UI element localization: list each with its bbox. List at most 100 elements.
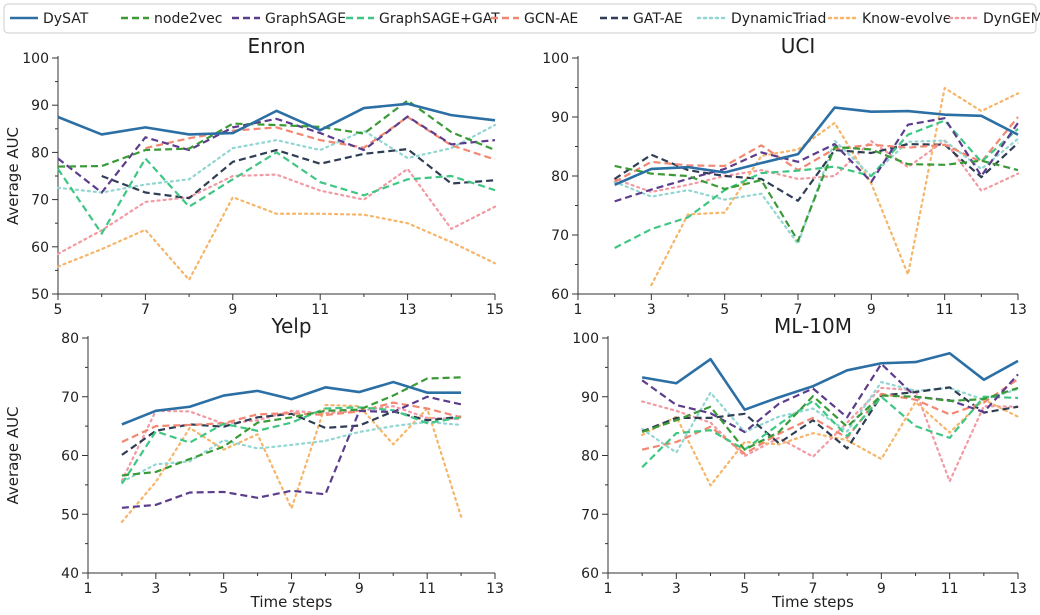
series-line-graphsage — [121, 395, 462, 509]
series-line-dyngem — [120, 405, 463, 482]
x-tick-label: 3 — [151, 581, 160, 597]
series-line-graphsage-gat — [120, 406, 462, 485]
y-tick-label: 50 — [31, 287, 49, 303]
legend-item-dyngem: DynGEM — [948, 11, 1040, 27]
series-line-know-evolve — [641, 398, 1020, 487]
legend-item-know-evolve: Know-evolve — [827, 11, 951, 27]
y-tick-label: 90 — [551, 110, 569, 126]
series-line-graphsage — [641, 362, 1019, 434]
legend-label: GAT-AE — [633, 11, 683, 27]
x-tick-label: 11 — [941, 581, 959, 597]
series-line-node2vec — [641, 386, 1019, 451]
y-tick-label: 80 — [61, 331, 79, 347]
legend-label: GraphSAGE — [265, 11, 346, 27]
x-tick-label: 5 — [740, 581, 749, 597]
x-axis-title: Time steps — [250, 593, 333, 611]
legend-item-dynamictriad: DynamicTriad — [696, 11, 826, 27]
legend-label: DySAT — [43, 11, 89, 27]
y-tick-label: 100 — [542, 51, 569, 67]
series-line-gat-ae — [641, 386, 1019, 450]
series-line-graphsage — [614, 117, 1019, 203]
series-line-know-evolve — [56, 196, 497, 281]
y-axis-title: Average AUC — [4, 127, 22, 225]
y-tick-label: 70 — [581, 507, 599, 523]
panel-title: ML-10M — [774, 314, 852, 338]
series-line-dyngem — [613, 139, 1020, 194]
x-tick-label: 13 — [486, 581, 504, 597]
x-tick-label: 1 — [604, 581, 613, 597]
series-line-dyngem — [641, 386, 1020, 483]
x-tick-label: 11 — [418, 581, 436, 597]
series-line-graphsage-gat — [57, 151, 496, 235]
y-tick-label: 70 — [61, 390, 79, 406]
series-line-node2vec — [57, 99, 496, 168]
legend-label: DynGEM — [983, 11, 1040, 27]
series-line-know-evolve — [120, 403, 463, 523]
legend-label: GraphSAGE+GAT — [379, 11, 500, 27]
y-tick-label: 50 — [61, 507, 79, 523]
x-tick-label: 5 — [720, 302, 729, 318]
series-line-dynamictriad — [613, 137, 1020, 245]
x-tick-label: 1 — [574, 302, 583, 318]
x-tick-label: 9 — [355, 581, 364, 597]
series-line-graphsage — [57, 115, 496, 194]
x-tick-label: 3 — [672, 581, 681, 597]
legend-item-graphsage: GraphSAGE — [232, 11, 346, 27]
series-line-node2vec — [614, 145, 1019, 242]
series-line-gcn-ae — [614, 116, 1019, 183]
y-tick-label: 60 — [581, 566, 599, 582]
x-axis-title: Time steps — [771, 593, 854, 611]
legend-item-gat-ae: GAT-AE — [600, 11, 683, 27]
x-tick-label: 13 — [399, 302, 417, 318]
legend-item-node2vec: node2vec — [121, 11, 222, 27]
series-line-gcn-ae — [145, 115, 496, 161]
legend-item-gcn-ae: GCN-AE — [491, 11, 578, 27]
panel-title: Yelp — [270, 314, 311, 338]
y-tick-label: 60 — [61, 449, 79, 465]
x-tick-label: 7 — [287, 581, 296, 597]
legend-label: Know-evolve — [862, 11, 951, 27]
legend-label: node2vec — [154, 11, 222, 27]
legend-label: DynamicTriad — [731, 11, 826, 27]
legend-label: GCN-AE — [524, 11, 578, 27]
x-tick-label: 1 — [84, 581, 93, 597]
x-tick-label: 13 — [1009, 581, 1027, 597]
x-tick-label: 11 — [936, 302, 954, 318]
panel-enron: 5 7 9 11 13 15 50 60 70 80 90 100 Enron Average AUC — [4, 34, 504, 318]
series-line-dysat — [641, 351, 1019, 411]
y-tick-label: 80 — [551, 169, 569, 185]
series-line-know-evolve — [650, 86, 1020, 287]
y-tick-label: 60 — [31, 240, 49, 256]
x-tick-label: 7 — [809, 581, 818, 597]
series-line-dysat — [57, 102, 496, 136]
x-tick-label: 9 — [228, 302, 237, 318]
y-tick-label: 90 — [31, 98, 49, 114]
series-line-dynamictriad — [641, 380, 1020, 454]
series-line-graphsage-gat — [641, 395, 1019, 469]
panel-title: Enron — [247, 34, 305, 58]
series-line-node2vec — [121, 376, 462, 477]
x-tick-label: 9 — [867, 302, 876, 318]
legend-item-dysat: DySAT — [10, 11, 89, 27]
y-tick-label: 90 — [581, 390, 599, 406]
x-tick-label: 11 — [311, 302, 329, 318]
x-tick-label: 13 — [1009, 302, 1027, 318]
series-line-gcn-ae — [121, 401, 462, 443]
x-tick-label: 5 — [219, 581, 228, 597]
x-tick-label: 7 — [794, 302, 803, 318]
legend: DySAT node2vec GraphSAGE GraphSAGE+GAT GCN-A… — [3, 3, 1040, 34]
panel-title: UCI — [781, 34, 816, 58]
y-tick-label: 70 — [31, 193, 49, 209]
series-line-gcn-ae — [641, 378, 1019, 455]
series-line-dynamictriad — [56, 123, 497, 194]
x-tick-label: 15 — [486, 302, 504, 318]
y-tick-label: 80 — [31, 145, 49, 161]
legend-item-graphsage-gat: GraphSAGE+GAT — [346, 11, 500, 27]
legend-frame — [3, 3, 1037, 34]
